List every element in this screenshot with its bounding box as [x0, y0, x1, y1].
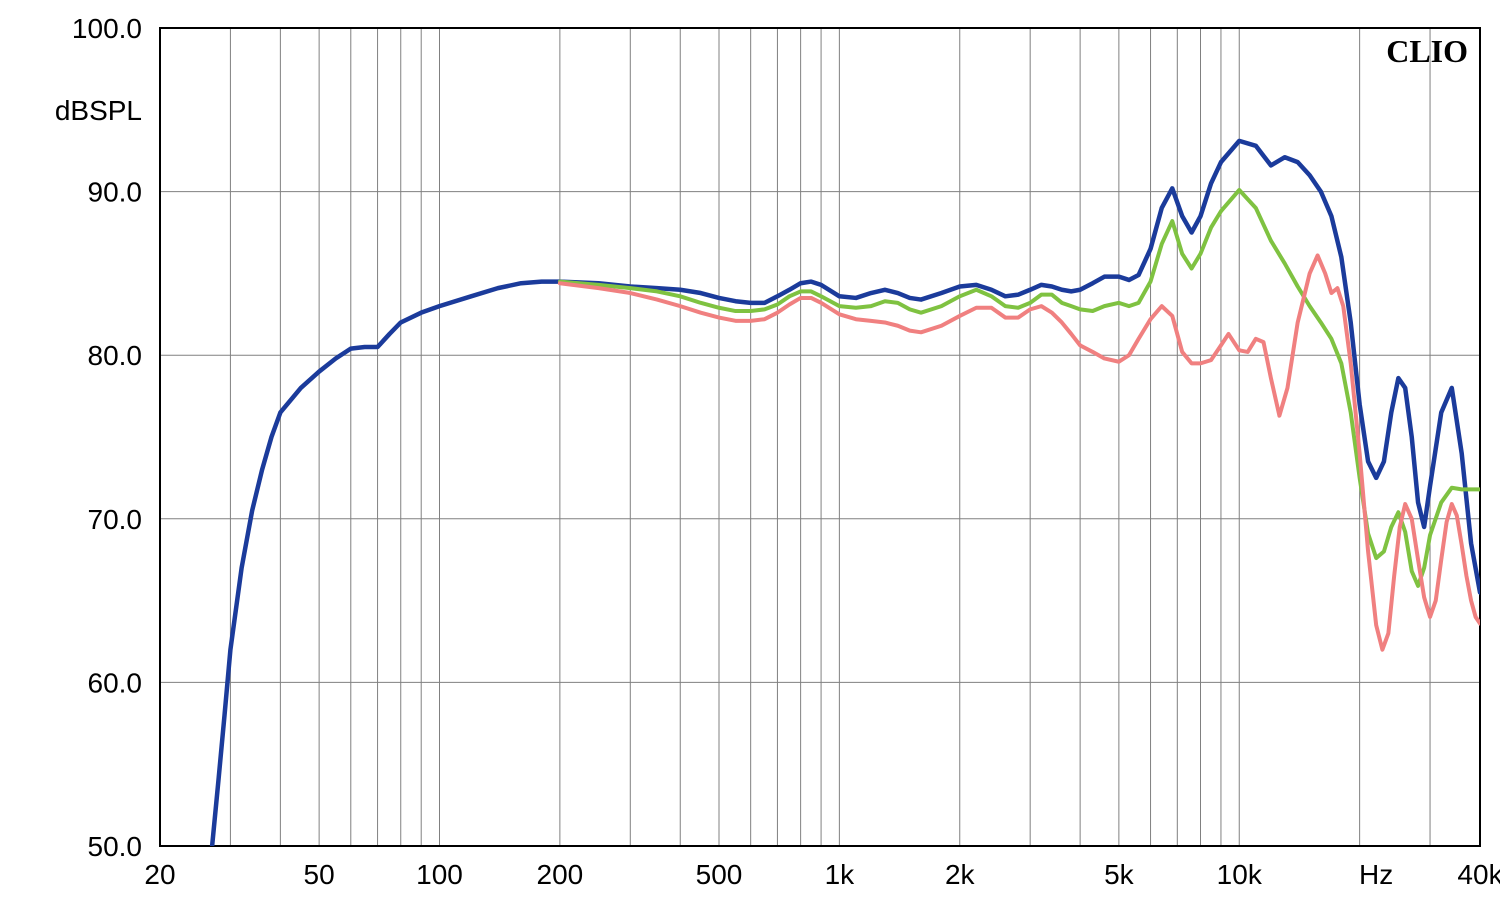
x-tick-label: 50	[304, 859, 335, 890]
y-tick-label: 60.0	[88, 667, 143, 698]
y-tick-label: 80.0	[88, 340, 143, 371]
x-tick-label: 20	[144, 859, 175, 890]
x-tick-label: 100	[416, 859, 463, 890]
y-tick-label: 90.0	[88, 177, 143, 208]
y-axis-unit-label: dBSPL	[55, 95, 142, 126]
x-tick-label: 500	[696, 859, 743, 890]
y-tick-label: 100.0	[72, 13, 142, 44]
chart-container: 50.0 60.0 70.0 80.0 90.0 100.0 dBSPL 20 50 100 200…	[0, 0, 1500, 899]
x-tick-label: 40k	[1457, 859, 1500, 890]
y-tick-label: 70.0	[88, 504, 143, 535]
x-tick-label: 1k	[825, 859, 856, 890]
x-tick-label: 200	[537, 859, 584, 890]
logo-text: CLIO	[1386, 33, 1468, 69]
x-tick-label: 2k	[945, 859, 976, 890]
frequency-response-chart: 50.0 60.0 70.0 80.0 90.0 100.0 dBSPL 20 50 100 200…	[0, 0, 1500, 899]
x-tick-label: 10k	[1217, 859, 1263, 890]
x-tick-label: 5k	[1104, 859, 1135, 890]
x-axis-unit-label: Hz	[1359, 859, 1393, 890]
y-tick-label: 50.0	[88, 831, 143, 862]
